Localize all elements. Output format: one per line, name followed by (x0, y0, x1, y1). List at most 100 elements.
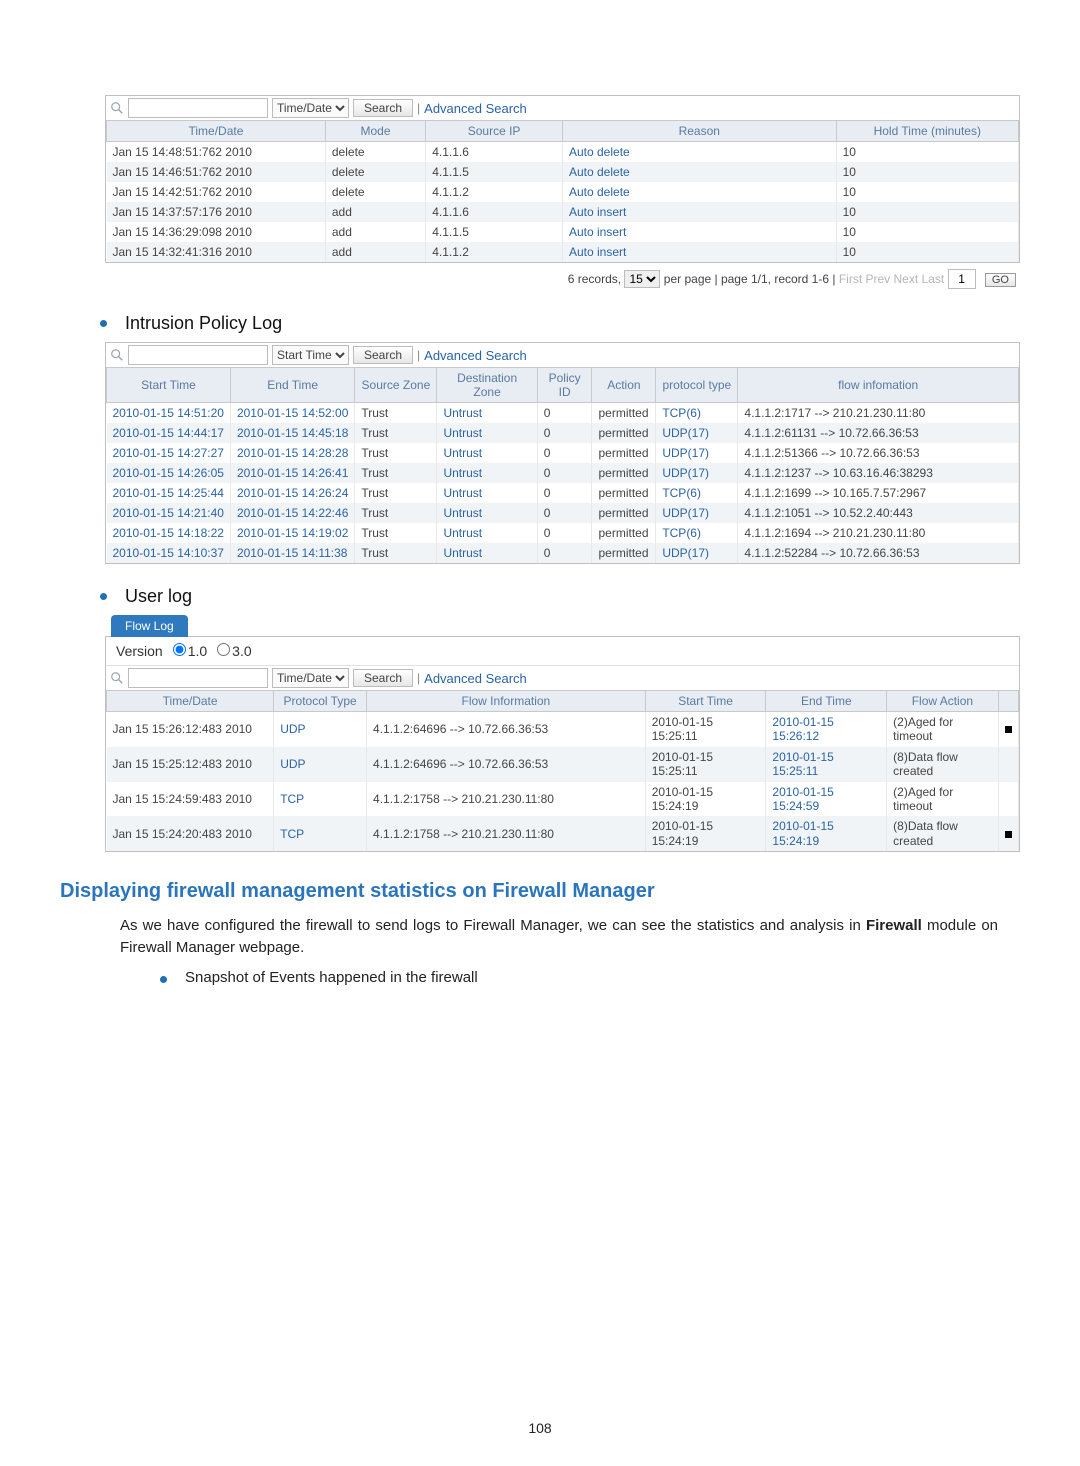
col-pid[interactable]: Policy ID (537, 368, 592, 403)
cell-link[interactable]: TCP (280, 827, 304, 841)
cell-link[interactable]: 2010-01-15 14:45:18 (237, 426, 348, 440)
intrusion-search-input[interactable] (128, 345, 268, 365)
col-action[interactable]: Flow Action (887, 691, 998, 712)
pager-perpage-select[interactable]: 15 (624, 270, 660, 288)
reason-link[interactable]: Auto delete (569, 165, 630, 179)
userlog-advanced-link[interactable]: Advanced Search (424, 671, 527, 686)
cell-link[interactable]: 2010-01-15 14:25:44 (113, 486, 224, 500)
cell-link[interactable]: 2010-01-15 15:24:59 (772, 785, 833, 813)
cell-link[interactable]: 2010-01-15 15:24:19 (772, 819, 833, 847)
version-radio-2[interactable] (217, 643, 230, 656)
userlog-table: Time/Date Protocol Type Flow Information… (106, 690, 1019, 851)
cell-link[interactable]: 2010-01-15 14:11:38 (237, 546, 348, 560)
col-action[interactable]: Action (592, 368, 656, 403)
reason-link[interactable]: Auto insert (569, 245, 626, 259)
col-time[interactable]: Time/Date (107, 121, 326, 142)
cell-link[interactable]: UDP(17) (662, 546, 709, 560)
userlog-search-button[interactable]: Search (353, 669, 413, 687)
pager-go-button[interactable]: GO (985, 273, 1016, 287)
cell-link[interactable]: 2010-01-15 15:25:11 (772, 750, 833, 778)
col-flow[interactable]: flow infomation (738, 368, 1019, 403)
cell-link[interactable]: UDP(17) (662, 446, 709, 460)
top-log-search-button[interactable]: Search (353, 99, 413, 117)
cell-link[interactable]: 2010-01-15 14:10:37 (113, 546, 224, 560)
cell-link[interactable]: 2010-01-15 14:51:20 (113, 406, 224, 420)
cell: (8)Data flow created (887, 816, 998, 851)
cell: 2010-01-15 15:25:11 (645, 747, 766, 782)
col-start[interactable]: Start Time (645, 691, 766, 712)
cell-link[interactable]: Untrust (443, 506, 482, 520)
cell-link[interactable]: Untrust (443, 406, 482, 420)
pager-page-input[interactable] (948, 269, 976, 289)
col-proto[interactable]: protocol type (656, 368, 738, 403)
cell-link[interactable]: UDP(17) (662, 426, 709, 440)
top-log-advanced-link[interactable]: Advanced Search (424, 101, 527, 116)
cell-link[interactable]: Untrust (443, 446, 482, 460)
intrusion-field-select[interactable]: Start Time (272, 345, 349, 365)
col-source-ip[interactable]: Source IP (426, 121, 563, 142)
userlog-wrap: Flow Log Version 1.0 3.0 Time/Date Searc… (105, 615, 1020, 852)
cell-link[interactable]: Untrust (443, 426, 482, 440)
cell: Jan 15 15:25:12:483 2010 (107, 747, 274, 782)
cell-link[interactable]: Untrust (443, 486, 482, 500)
cell-link[interactable]: TCP (280, 792, 304, 806)
cell-link[interactable]: 2010-01-15 14:18:22 (113, 526, 224, 540)
cell-link[interactable]: Untrust (443, 546, 482, 560)
cell-link[interactable]: UDP(17) (662, 506, 709, 520)
col-start[interactable]: Start Time (107, 368, 231, 403)
cell-link[interactable]: 2010-01-15 14:28:28 (237, 446, 348, 460)
cell: permitted (592, 463, 656, 483)
userlog-field-select[interactable]: Time/Date (272, 668, 349, 688)
flow-log-tab[interactable]: Flow Log (111, 615, 188, 637)
version-opt-1[interactable]: 1.0 (173, 643, 207, 659)
userlog-search-input[interactable] (128, 668, 268, 688)
cell: 4.1.1.2:1051 --> 10.52.2.40:443 (738, 503, 1019, 523)
cell-link[interactable]: Untrust (443, 526, 482, 540)
cell: Trust (355, 423, 437, 443)
reason-link[interactable]: Auto delete (569, 145, 630, 159)
intrusion-advanced-link[interactable]: Advanced Search (424, 348, 527, 363)
cell-link[interactable]: 2010-01-15 14:19:02 (237, 526, 348, 540)
cell-link[interactable]: 2010-01-15 14:52:00 (237, 406, 348, 420)
cell-link[interactable]: UDP (280, 757, 305, 771)
col-proto[interactable]: Protocol Type (274, 691, 367, 712)
cell-link[interactable]: UDP (280, 722, 305, 736)
cell: 2010-01-15 14:26:41 (230, 463, 354, 483)
col-sz[interactable]: Source Zone (355, 368, 437, 403)
top-log-field-select[interactable]: Time/Date (272, 98, 349, 118)
version-radio-1[interactable] (173, 643, 186, 656)
cell-link[interactable]: 2010-01-15 14:26:24 (237, 486, 348, 500)
cell: 4.1.1.2:61131 --> 10.72.66.36:53 (738, 423, 1019, 443)
col-time[interactable]: Time/Date (107, 691, 274, 712)
col-marker (998, 691, 1018, 712)
cell-link[interactable]: 2010-01-15 14:26:05 (113, 466, 224, 480)
reason-link[interactable]: Auto delete (569, 185, 630, 199)
reason-link[interactable]: Auto insert (569, 225, 626, 239)
col-mode[interactable]: Mode (325, 121, 425, 142)
cell-link[interactable]: TCP(6) (662, 486, 701, 500)
top-log-search-input[interactable] (128, 98, 268, 118)
col-flow[interactable]: Flow Information (367, 691, 646, 712)
cell-link[interactable]: 2010-01-15 14:44:17 (113, 426, 224, 440)
col-dz[interactable]: Destination Zone (437, 368, 537, 403)
intrusion-search-button[interactable]: Search (353, 346, 413, 364)
cell: Auto insert (562, 242, 836, 262)
cell-link[interactable]: TCP(6) (662, 406, 701, 420)
cell-link[interactable]: 2010-01-15 14:22:46 (237, 506, 348, 520)
cell: UDP(17) (656, 503, 738, 523)
cell-link[interactable]: 2010-01-15 14:21:40 (113, 506, 224, 520)
cell-link[interactable]: UDP(17) (662, 466, 709, 480)
col-reason[interactable]: Reason (562, 121, 836, 142)
cell-link[interactable]: 2010-01-15 14:26:41 (237, 466, 348, 480)
cell-link[interactable]: Untrust (443, 466, 482, 480)
cell: 4.1.1.2:51366 --> 10.72.66.36:53 (738, 443, 1019, 463)
col-end[interactable]: End Time (230, 368, 354, 403)
cell: 2010-01-15 15:25:11 (766, 747, 887, 782)
version-opt-2[interactable]: 3.0 (217, 643, 251, 659)
cell-link[interactable]: TCP(6) (662, 526, 701, 540)
reason-link[interactable]: Auto insert (569, 205, 626, 219)
cell-link[interactable]: 2010-01-15 14:27:27 (113, 446, 224, 460)
col-hold[interactable]: Hold Time (minutes) (836, 121, 1018, 142)
cell-link[interactable]: 2010-01-15 15:26:12 (772, 715, 833, 743)
col-end[interactable]: End Time (766, 691, 887, 712)
